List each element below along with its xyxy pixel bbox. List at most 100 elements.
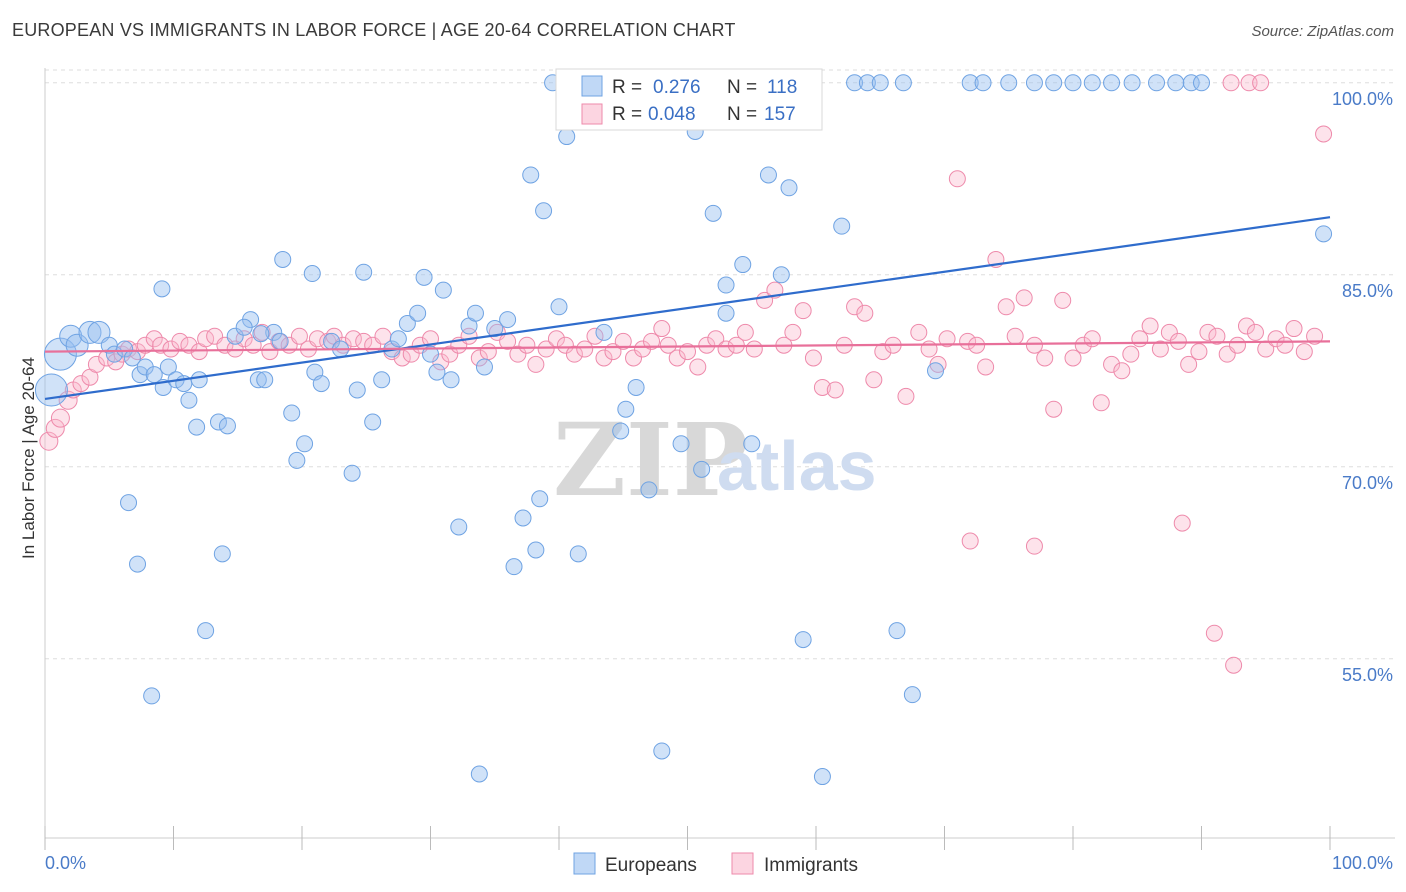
immigrants-point <box>856 304 874 322</box>
immigrants-point <box>1025 537 1043 555</box>
europeans-point <box>672 435 690 453</box>
immigrants-point <box>171 332 189 350</box>
stats-n-value-immigrants: 157 <box>764 104 796 125</box>
europeans-point <box>734 256 752 274</box>
europeans-point <box>1193 74 1210 92</box>
immigrants-point <box>1083 330 1101 348</box>
europeans-point <box>833 217 851 235</box>
stats-legend: R = 0.276 N = 118 R = 0.048 N = 157 <box>555 68 823 131</box>
europeans-point <box>1315 225 1333 243</box>
europeans-point <box>653 742 671 760</box>
europeans-point <box>274 250 292 268</box>
europeans-point <box>159 358 177 376</box>
europeans-trend-line <box>44 216 1331 401</box>
immigrants-point <box>470 349 488 367</box>
immigrants-point <box>1306 327 1324 345</box>
y-tick-label: 70.0% <box>1342 473 1393 493</box>
immigrants-point <box>1113 362 1131 380</box>
legend-swatch-europeans <box>573 852 596 875</box>
europeans-point <box>470 765 488 783</box>
immigrants-point <box>308 330 326 348</box>
europeans-point <box>180 391 198 409</box>
europeans-point <box>190 371 208 389</box>
immigrants-point <box>1208 327 1226 345</box>
europeans-point <box>894 74 912 92</box>
stats-n-value-europeans: 118 <box>767 77 797 98</box>
immigrants-point <box>1225 656 1243 674</box>
immigrants-point <box>509 345 527 363</box>
europeans-point <box>303 265 321 283</box>
europeans-point <box>213 545 231 563</box>
watermark: ZIP atlas <box>553 401 877 519</box>
europeans-point <box>514 509 532 527</box>
immigrants-point <box>595 349 613 367</box>
immigrants-point <box>961 532 979 550</box>
immigrants-point <box>826 381 844 399</box>
europeans-point <box>704 204 722 222</box>
europeans-point <box>409 304 427 322</box>
europeans-point <box>974 74 992 92</box>
immigrants-point <box>736 323 754 341</box>
europeans-point <box>296 435 314 453</box>
immigrants-point <box>846 298 864 316</box>
immigrants-point <box>152 336 170 354</box>
europeans-point <box>927 362 945 380</box>
europeans-point <box>256 371 274 389</box>
europeans-point <box>153 280 171 298</box>
europeans-point <box>780 179 798 197</box>
immigrants-point <box>997 298 1015 316</box>
europeans-point <box>197 622 215 640</box>
europeans-point <box>450 518 468 536</box>
immigrants-point <box>1180 355 1198 373</box>
immigrants-point <box>50 408 70 428</box>
europeans-point <box>442 371 460 389</box>
immigrants-point <box>1240 74 1258 92</box>
legend-label-europeans: Europeans <box>605 855 697 876</box>
europeans-point <box>1103 74 1121 92</box>
europeans-point <box>813 768 831 786</box>
europeans-point <box>226 327 244 345</box>
immigrants-point <box>1160 323 1178 341</box>
europeans-point <box>129 555 147 573</box>
immigrants-point <box>689 358 707 376</box>
europeans-point <box>265 323 283 341</box>
immigrants-point <box>653 320 671 338</box>
watermark-zip: ZIP <box>553 401 748 519</box>
stats-swatch-europeans <box>581 75 603 97</box>
immigrants-point <box>874 343 892 361</box>
immigrants-point <box>1015 289 1033 307</box>
europeans-point <box>373 371 391 389</box>
immigrants-point <box>1092 394 1110 412</box>
europeans-point <box>428 363 446 381</box>
immigrants-point <box>1169 332 1187 350</box>
immigrants-point <box>290 327 308 345</box>
europeans-point <box>717 276 735 294</box>
europeans-point <box>903 686 921 704</box>
chart-title: EUROPEAN VS IMMIGRANTS IN LABOR FORCE | … <box>12 20 736 40</box>
immigrants-point <box>1237 317 1255 335</box>
europeans-point <box>550 298 568 316</box>
europeans-point <box>143 687 161 705</box>
immigrants-point <box>1295 343 1313 361</box>
europeans-point <box>569 545 587 563</box>
europeans-point <box>78 320 102 344</box>
immigrants-point <box>527 355 545 373</box>
stats-r-value-europeans: 0.276 <box>653 77 701 98</box>
europeans-point <box>355 263 373 281</box>
europeans-point <box>43 337 77 371</box>
axes <box>44 68 1395 850</box>
europeans-point <box>486 320 504 338</box>
immigrants-point <box>1228 336 1246 354</box>
europeans-point <box>961 74 979 92</box>
europeans-point <box>252 325 270 343</box>
immigrants-series <box>39 74 1333 674</box>
europeans-point <box>527 541 545 559</box>
immigrants-point <box>784 323 802 341</box>
immigrants-point <box>1006 327 1024 345</box>
immigrants-point <box>344 330 362 348</box>
immigrants-point <box>1074 336 1092 354</box>
europeans-point <box>188 418 206 436</box>
y-tick-label: 85.0% <box>1342 281 1393 301</box>
immigrants-point <box>897 387 915 405</box>
